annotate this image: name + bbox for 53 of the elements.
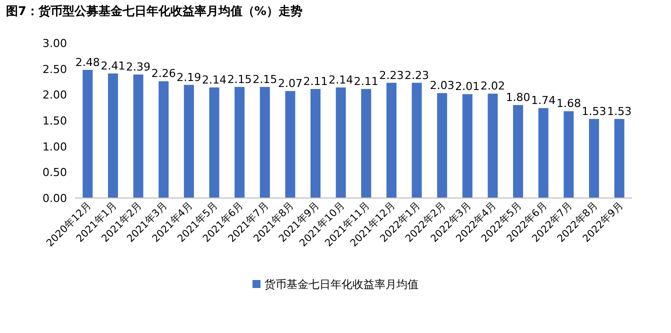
bar xyxy=(488,94,498,198)
bar xyxy=(133,74,144,198)
data-label: 1.53 xyxy=(582,104,606,118)
bar xyxy=(285,91,296,198)
bar xyxy=(336,87,346,198)
data-label: 1.74 xyxy=(531,94,556,108)
bar xyxy=(538,108,548,198)
data-label: 1.53 xyxy=(607,104,632,118)
bar xyxy=(260,86,270,198)
bar xyxy=(184,84,194,198)
data-label: 2.03 xyxy=(430,79,454,92)
bar xyxy=(513,105,524,198)
data-label: 2.23 xyxy=(404,68,430,82)
y-tick-label: 1.00 xyxy=(42,140,67,154)
bar xyxy=(158,81,169,198)
data-label: 2.19 xyxy=(176,70,202,84)
data-label: 2.41 xyxy=(100,59,126,72)
data-label: 2.14 xyxy=(202,73,226,86)
y-tick-label: 0.50 xyxy=(42,166,67,180)
bar xyxy=(437,93,448,198)
data-label: 2.39 xyxy=(126,60,151,74)
y-tick-label: 3.00 xyxy=(42,37,67,50)
bar xyxy=(310,88,321,198)
bar xyxy=(386,82,396,198)
data-label: 2.23 xyxy=(379,68,404,82)
bar xyxy=(108,73,118,198)
chart-title: 图7：货币型公募基金七日年化收益率月均值（%）走势 xyxy=(6,4,302,18)
bar xyxy=(209,87,220,198)
bar xyxy=(361,88,372,198)
bar xyxy=(82,70,93,198)
data-label: 2.48 xyxy=(75,56,100,69)
data-label: 2.02 xyxy=(480,80,505,93)
data-label: 2.14 xyxy=(328,73,354,86)
data-label: 2.07 xyxy=(278,77,302,90)
data-label: 2.15 xyxy=(227,72,252,86)
data-label: 1.68 xyxy=(556,97,581,110)
data-label: 2.15 xyxy=(252,72,278,86)
y-tick-label: 2.50 xyxy=(42,62,67,76)
bar xyxy=(564,111,574,198)
data-label: 2.11 xyxy=(303,74,328,88)
legend-label: 货币基金七日年化收益率月均值 xyxy=(264,278,418,291)
bar xyxy=(412,82,422,198)
data-label: 2.26 xyxy=(151,67,176,80)
bar xyxy=(234,86,245,198)
data-label: 1.80 xyxy=(506,91,530,104)
bar xyxy=(462,94,472,198)
y-tick-label: 1.50 xyxy=(42,114,67,128)
data-label: 2.01 xyxy=(455,80,480,94)
y-tick-label: 2.00 xyxy=(42,88,67,102)
bar xyxy=(589,118,600,198)
data-label: 2.11 xyxy=(354,74,378,88)
bar xyxy=(614,118,624,198)
y-tick-label: 0.00 xyxy=(42,192,67,205)
